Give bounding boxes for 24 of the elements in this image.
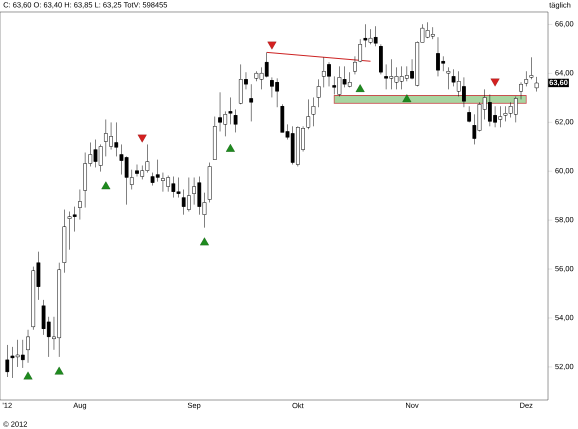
point bbox=[226, 144, 235, 152]
candlestick bbox=[534, 76, 538, 92]
candlestick bbox=[358, 38, 362, 62]
point bbox=[24, 372, 33, 380]
point bbox=[402, 94, 412, 102]
candlestick bbox=[312, 97, 316, 127]
candlestick bbox=[234, 109, 238, 133]
point bbox=[200, 237, 209, 246]
candlestick bbox=[519, 82, 523, 100]
point bbox=[356, 84, 365, 92]
candlestick bbox=[316, 79, 321, 108]
candlestick bbox=[78, 189, 82, 220]
candlestick bbox=[228, 97, 232, 125]
candlestick bbox=[353, 56, 357, 75]
candlestick bbox=[5, 344, 10, 378]
candlestick bbox=[529, 57, 534, 80]
candlestick bbox=[306, 99, 310, 130]
candlestick bbox=[446, 67, 450, 90]
candlestick bbox=[467, 106, 472, 123]
point bbox=[101, 181, 110, 190]
candlestick bbox=[524, 70, 528, 87]
point bbox=[54, 366, 64, 375]
candlestick bbox=[26, 329, 30, 364]
candlestick bbox=[249, 84, 254, 122]
